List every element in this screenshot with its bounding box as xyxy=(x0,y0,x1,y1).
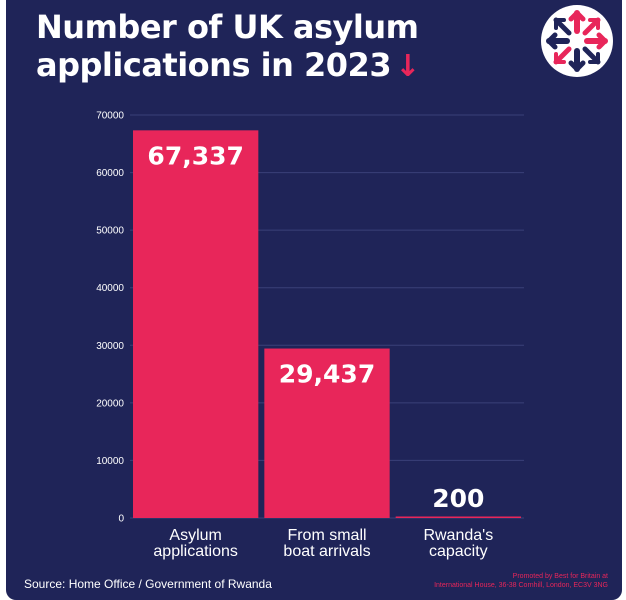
y-tick-label: 10000 xyxy=(96,456,124,467)
title-line-2: applications in 2023 ↓ xyxy=(36,46,420,86)
y-tick-label: 60000 xyxy=(96,168,124,179)
y-tick-label: 40000 xyxy=(96,283,124,294)
bar-value-label: 67,337 xyxy=(147,141,243,170)
bar xyxy=(395,516,521,518)
bar-value-label: 200 xyxy=(432,484,484,513)
union-flag-arrows-logo-icon xyxy=(541,5,613,77)
bar xyxy=(264,348,390,518)
x-category-label: Asylum applications xyxy=(153,527,238,560)
x-category-label: Rwanda's capacity xyxy=(423,527,494,560)
y-tick-label: 50000 xyxy=(96,226,124,237)
title-line-2-text: applications in 2023 xyxy=(36,46,392,84)
x-category-label: From small boat arrivals xyxy=(283,527,371,560)
source-note: Source: Home Office / Government of Rwan… xyxy=(24,577,272,591)
y-tick-label: 70000 xyxy=(96,111,124,122)
bar xyxy=(133,130,259,518)
chart-title: Number of UK asylum applications in 2023… xyxy=(36,8,420,86)
y-tick-label: 30000 xyxy=(96,341,124,352)
bar-chart: 0 10000 20000 30000 40000 50000 60000 70000 67,3… xyxy=(96,111,524,525)
y-tick-label: 20000 xyxy=(96,398,124,409)
y-tick-label: 0 xyxy=(118,514,124,525)
down-arrow-icon: ↓ xyxy=(395,49,420,84)
bar-value-label: 29,437 xyxy=(279,360,375,389)
chart-card: Number of UK asylum applications in 2023… xyxy=(6,0,622,600)
title-line-1: Number of UK asylum xyxy=(36,8,419,46)
promoted-by-note: Promoted by Best for Britain at Internat… xyxy=(434,573,608,589)
